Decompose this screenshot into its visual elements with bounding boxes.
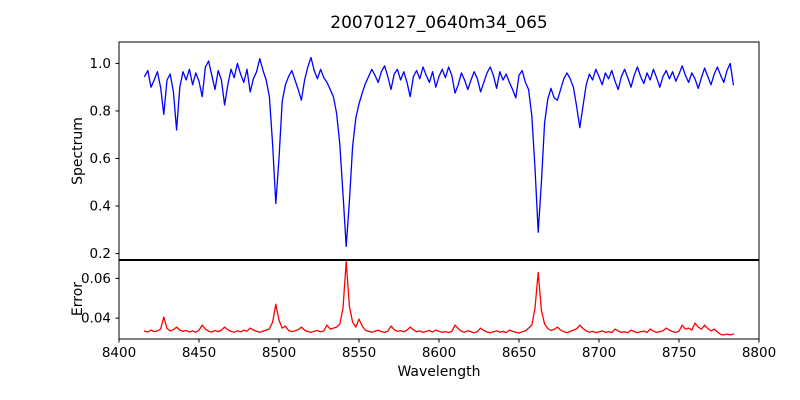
spectrum-y-tick-label: 1.0 (90, 56, 111, 72)
chart-title: 20070127_0640m34_065 (330, 13, 548, 33)
spectrum-y-tick-label: 0.2 (90, 246, 111, 262)
spectrum-y-tick-label: 0.4 (90, 199, 111, 215)
x-tick-label: 8550 (342, 345, 376, 361)
error-line (143, 260, 735, 336)
spectrum-y-tick-label: 0.6 (90, 151, 111, 167)
wavelength-axis-label: Wavelength (397, 364, 481, 380)
x-tick-label: 8500 (262, 345, 296, 361)
x-tick-label: 8400 (102, 345, 136, 361)
spectrum-line (143, 56, 735, 248)
error-y-tick-label: 0.04 (81, 311, 111, 327)
error-y-tick-label: 0.06 (81, 271, 111, 287)
x-tick-label: 8700 (582, 345, 616, 361)
spectrum-y-tick-label: 0.8 (90, 103, 111, 119)
error-axis-label: Error (70, 281, 86, 317)
x-tick-label: 8450 (182, 345, 216, 361)
x-tick-label: 8750 (662, 345, 696, 361)
x-tick-label: 8800 (742, 345, 776, 361)
spectrum-panel-border (118, 41, 760, 260)
error-panel-border (118, 260, 760, 340)
spectrum-axis-label: Spectrum (70, 117, 86, 185)
x-tick-label: 8650 (502, 345, 536, 361)
x-tick-label: 8600 (422, 345, 456, 361)
